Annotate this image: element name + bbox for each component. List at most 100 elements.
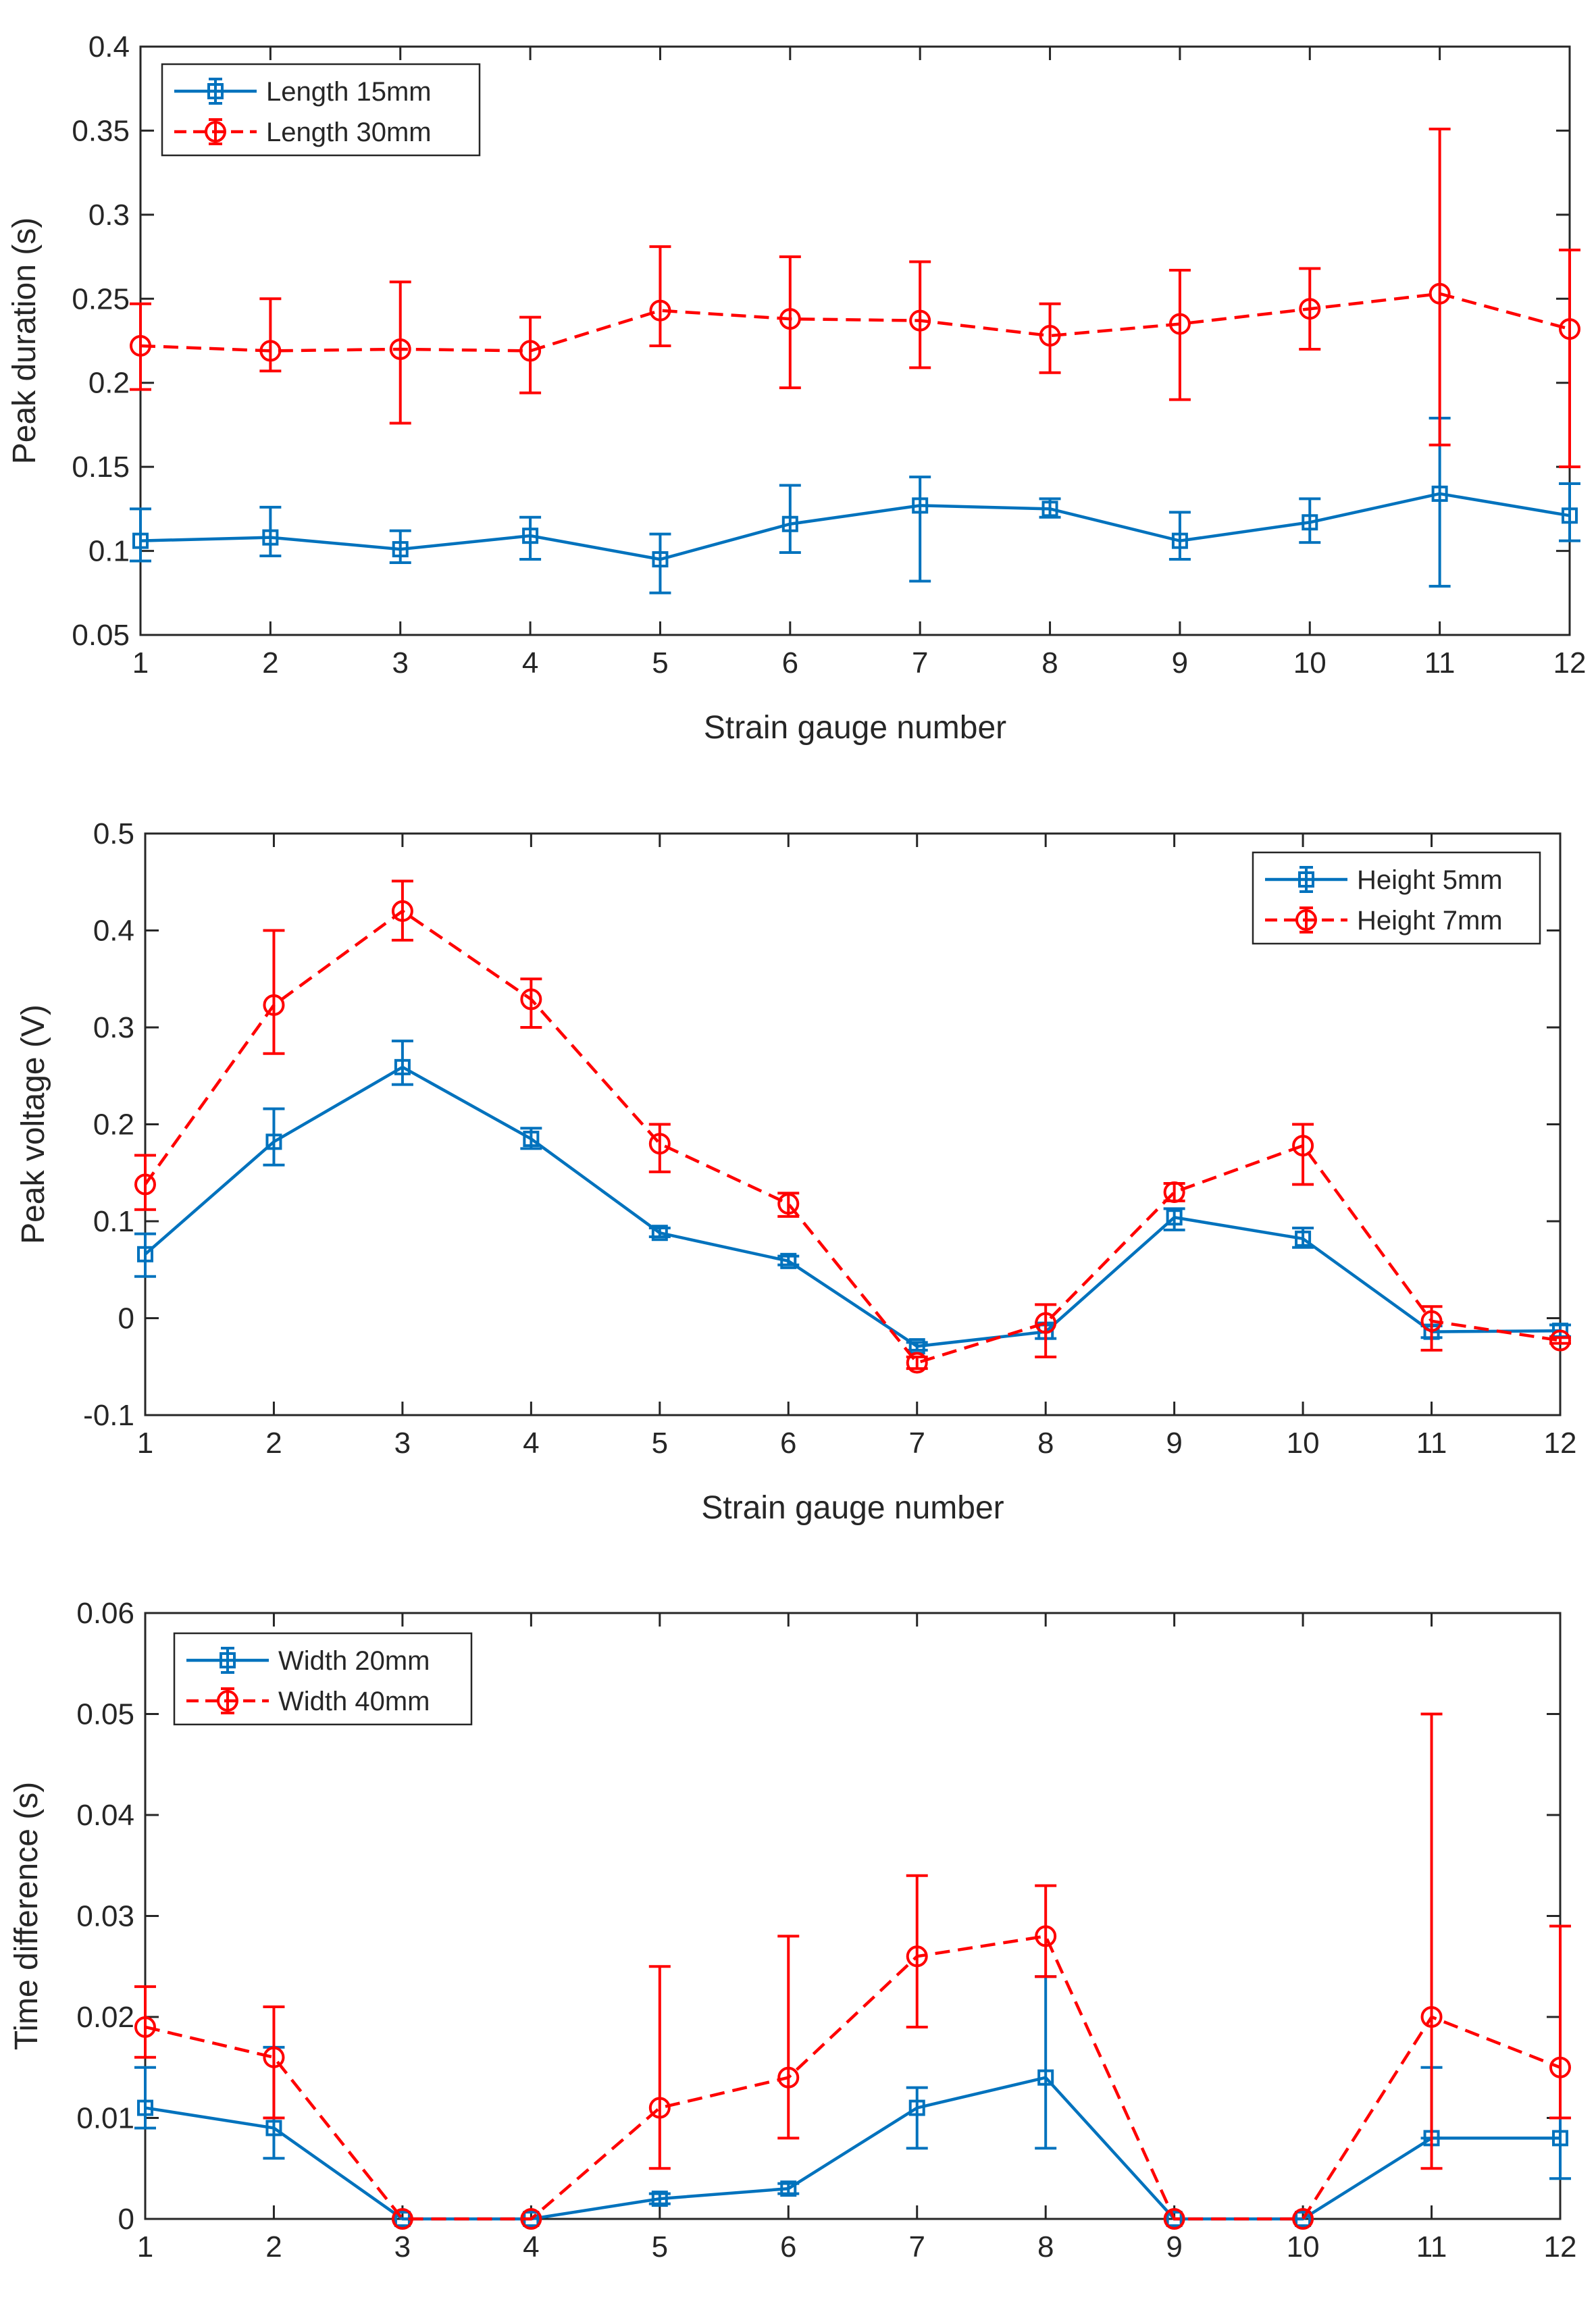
- series-line: [144, 909, 1561, 1365]
- legend-label: Width 20mm: [278, 1646, 430, 1676]
- series-line: [140, 292, 1570, 353]
- chart-panel-1: 1 2 3 4 5 6 7 8 9 10 11 120.050.10.150.20.250.30.35…: [7, 30, 1586, 746]
- data-point: [520, 988, 542, 1011]
- legend: Length 15mm Length 30mm: [161, 63, 481, 157]
- data-point: [134, 1173, 156, 1196]
- x-tick-label: 5: [652, 1427, 668, 1460]
- data-point: [265, 1133, 282, 1150]
- data-point: [1168, 313, 1191, 335]
- data-point: [519, 340, 542, 362]
- error-bar: [1559, 249, 1580, 469]
- data-point: [780, 1252, 797, 1269]
- data-point: [780, 2180, 797, 2197]
- data-point: [522, 528, 539, 544]
- legend-item: Height 7mm: [1265, 906, 1503, 936]
- data-point: [1549, 1329, 1571, 1352]
- error-bar: [779, 255, 801, 390]
- data-point: [648, 2097, 671, 2119]
- y-tick-label: 0.04: [76, 1799, 134, 1832]
- data-point: [137, 1246, 153, 1262]
- y-tick-label: 0: [118, 2203, 134, 2236]
- data-point: [1420, 2006, 1443, 2028]
- data-point: [132, 532, 149, 549]
- series-line: [140, 492, 1570, 561]
- x-tick-label: 11: [1416, 2230, 1447, 2263]
- error-bar: [777, 1935, 800, 2140]
- x-tick-label: 6: [780, 2230, 796, 2263]
- data-point: [649, 299, 671, 322]
- y-tick-label: 0.05: [76, 1698, 134, 1731]
- legend: Width 20mm Width 40mm: [173, 1632, 473, 1726]
- data-point: [523, 1131, 540, 1148]
- error-bar: [906, 2086, 928, 2150]
- legend-marker: [220, 1652, 236, 1668]
- y-tick-label: -0.1: [83, 1399, 134, 1432]
- error-bar: [263, 929, 285, 1055]
- x-tick-label: 9: [1166, 2230, 1182, 2263]
- y-axis-label: Peak voltage (V): [16, 1004, 51, 1244]
- y-tick-label: 0.5: [93, 817, 134, 850]
- error-bar: [134, 1232, 156, 1278]
- x-tick-label: 2: [265, 2230, 282, 2263]
- y-tick-label: 0.01: [76, 2102, 134, 2135]
- x-tick-label: 12: [1544, 1427, 1577, 1460]
- y-tick-label: 0.06: [76, 1597, 134, 1630]
- x-tick-label: 9: [1172, 646, 1188, 680]
- data-point: [1420, 1310, 1443, 1332]
- x-tick-label: 2: [262, 646, 278, 680]
- data-point: [262, 529, 279, 546]
- data-point: [1035, 1925, 1057, 1947]
- y-axis-label: Peak duration (s): [7, 218, 43, 465]
- data-point: [1166, 1209, 1183, 1226]
- data-point: [265, 2120, 282, 2137]
- data-point: [263, 2046, 285, 2068]
- data-point: [1295, 2211, 1312, 2227]
- legend-marker: [205, 121, 226, 143]
- data-point: [1431, 485, 1448, 502]
- error-bar: [389, 529, 411, 564]
- legend-item: Height 5mm: [1265, 865, 1503, 895]
- legend-item: Width 20mm: [186, 1646, 430, 1676]
- error-bar: [1168, 511, 1191, 561]
- data-point: [1292, 1135, 1314, 1157]
- legend-label: Length 30mm: [266, 118, 432, 147]
- data-point: [1562, 507, 1578, 524]
- data-point: [1292, 2208, 1314, 2230]
- error-bar: [909, 476, 931, 583]
- error-bar: [389, 280, 411, 425]
- y-tick-label: 0.1: [93, 1205, 134, 1238]
- x-tick-label: 9: [1166, 1427, 1182, 1460]
- legend-item: Length 30mm: [174, 118, 432, 147]
- data-point: [130, 334, 151, 357]
- error-bar: [391, 1040, 413, 1086]
- x-tick-label: 1: [137, 1427, 153, 1460]
- data-point: [1302, 514, 1318, 531]
- data-point: [1552, 2130, 1568, 2147]
- error-bar: [1549, 1336, 1571, 1345]
- legend: Height 5mm Height 7mm: [1252, 851, 1541, 945]
- y-tick-label: 0: [118, 1302, 134, 1335]
- y-tick-label: 0.02: [76, 2001, 134, 2034]
- series-line: [145, 1934, 1561, 2221]
- data-point: [391, 900, 413, 922]
- y-tick-label: 0.05: [72, 619, 130, 652]
- data-point: [392, 541, 409, 558]
- error-bar: [134, 1154, 156, 1211]
- error-bar: [1163, 1207, 1185, 1231]
- error-bar: [130, 302, 151, 391]
- error-bar: [648, 1965, 671, 2170]
- data-point: [1163, 2208, 1185, 2230]
- legend-label: Height 5mm: [1357, 865, 1503, 895]
- data-point: [263, 994, 285, 1016]
- data-point: [1549, 2056, 1571, 2078]
- x-tick-label: 4: [522, 646, 538, 680]
- x-tick-label: 2: [265, 1427, 282, 1460]
- data-point: [1299, 298, 1321, 320]
- x-tick-label: 4: [523, 1427, 539, 1460]
- y-tick-label: 0.4: [93, 915, 134, 948]
- error-bar: [1168, 268, 1191, 401]
- y-tick-label: 0.2: [93, 1108, 134, 1142]
- x-tick-label: 10: [1293, 646, 1327, 680]
- error-bar: [1035, 1884, 1057, 1978]
- data-point: [137, 2099, 153, 2116]
